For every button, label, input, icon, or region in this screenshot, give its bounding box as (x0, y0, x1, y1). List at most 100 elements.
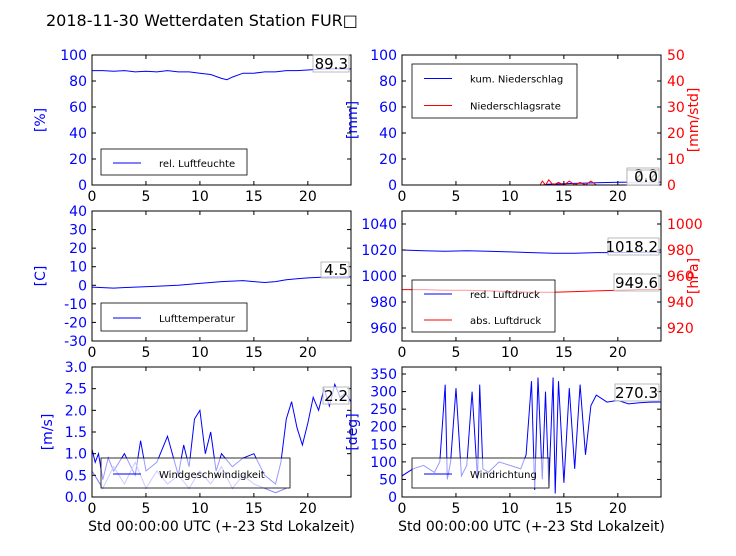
y-tick-label: 100 (60, 48, 87, 64)
value-box-label: 4.5 (324, 261, 348, 279)
y-right-tick-label: 50 (667, 48, 685, 64)
y-axis-label: [mm] (345, 101, 361, 139)
x-axis-label: Std 00:00:00 UTC (+-23 Std Lokalzeit) (88, 519, 355, 535)
y-tick-label: 40 (69, 204, 87, 220)
value-box (613, 273, 660, 292)
plot-frame (401, 366, 662, 498)
y-right-tick-label: 920 (667, 321, 694, 337)
x-tick-label: 15 (245, 189, 263, 205)
y-tick-label: 0 (78, 278, 87, 294)
chart-temperature: 0 5 10 15 20 -30 -20 -10 0 10 20 30 40 [C] Lufttempera… (33, 204, 352, 361)
y-right-axis-label: [hPa] (686, 258, 702, 294)
y-tick-label: -10 (64, 297, 87, 313)
page-title: 2018-11-30 Wetterdaten Station FUR□ (46, 11, 358, 30)
value-box (312, 54, 350, 73)
x-tick-label: 0 (398, 345, 407, 361)
x-tick-label: 15 (245, 345, 263, 361)
x-tick-label: 20 (299, 501, 317, 517)
legend-label: rel. Luftfeuchte (159, 159, 235, 170)
x-tick-label: 10 (501, 189, 519, 205)
y-right-tick-label: 20 (667, 126, 685, 142)
y-tick-label: 1.0 (65, 447, 87, 463)
legend-label: Windrichtung (470, 470, 537, 481)
y-axis-label: [C] (33, 266, 49, 287)
legend-label: Niederschlagsrate (470, 102, 561, 113)
legend-box (411, 457, 550, 489)
legend-label: red. Luftdruck (470, 290, 540, 301)
x-tick-label: 5 (141, 501, 150, 517)
chart-pressure: 0 5 10 15 20 960 980 1000 1020 1040 920 940 960 980 10… (361, 210, 703, 361)
y-tick-label: 300 (370, 385, 397, 401)
y-tick-label: 1.5 (65, 425, 87, 441)
y-axis-label: [%] (33, 108, 49, 132)
value-box (626, 169, 660, 186)
x-tick-label: 10 (191, 345, 209, 361)
legend-box (411, 279, 556, 333)
y-tick-label: 60 (379, 100, 397, 116)
x-tick-label: 0 (88, 501, 97, 517)
legend-label: kum. Niederschlag (470, 75, 563, 86)
plot-frame (401, 54, 662, 186)
y-tick-label: 1000 (361, 269, 397, 285)
y-tick-label: 0 (388, 490, 397, 506)
legend-label: abs. Luftdruck (470, 316, 541, 327)
legend: Windrichtung (411, 457, 550, 489)
x-tick-label: 15 (555, 345, 573, 361)
y-tick-label: 0 (388, 178, 397, 194)
y-tick-label: 3.0 (65, 360, 87, 376)
value-box-label: 270.3 (615, 384, 658, 402)
y-tick-label: 200 (370, 420, 397, 436)
value-box-label: 0.0 (634, 168, 658, 186)
x-tick-label: 10 (191, 501, 209, 517)
x-tick-label: 5 (141, 189, 150, 205)
x-tick-label: 5 (451, 345, 460, 361)
y-tick-label: 1040 (361, 217, 397, 233)
x-tick-label: 20 (299, 345, 317, 361)
legend-box (100, 302, 248, 332)
x-axis-label: Std 00:00:00 UTC (+-23 Std Lokalzeit) (398, 519, 665, 535)
y-tick-label: -30 (64, 334, 87, 350)
x-tick-label: 0 (398, 501, 407, 517)
x-tick-label: 15 (245, 501, 263, 517)
legend: kum. Niederschlag Niederschlagsrate (411, 63, 578, 119)
value-box-label: 1018.2 (606, 238, 659, 256)
value-box-label: 89.3 (315, 55, 348, 73)
x-tick-label: 20 (299, 189, 317, 205)
legend-box (100, 148, 248, 176)
value-box-label: 2.2 (324, 387, 348, 405)
x-tick-label: 5 (141, 345, 150, 361)
y-tick-label: 2.5 (65, 382, 87, 398)
x-tick-label: 0 (398, 189, 407, 205)
value-box-label: 949.6 (615, 274, 658, 292)
x-tick-label: 5 (451, 189, 460, 205)
y-tick-label: 350 (370, 367, 397, 383)
y-tick-label: 80 (69, 74, 87, 90)
y-tick-label: -20 (64, 315, 87, 331)
y-tick-label: 0.5 (65, 468, 87, 484)
y-tick-label: 2.0 (65, 403, 87, 419)
y-right-tick-label: 40 (667, 74, 685, 90)
legend-label: Windgeschwindigkeit (159, 470, 265, 481)
y-right-tick-label: 1000 (667, 217, 703, 233)
y-right-tick-label: 10 (667, 152, 685, 168)
y-tick-label: 50 (379, 472, 397, 488)
y-right-tick-label: 980 (667, 243, 694, 259)
y-tick-label: 960 (370, 321, 397, 337)
value-box (322, 386, 350, 405)
y-tick-label: 20 (69, 152, 87, 168)
value-box (320, 261, 350, 279)
x-tick-label: 20 (609, 501, 627, 517)
chart-humidity: 0 5 10 15 20 0 20 40 60 80 100 [%] rel. Luftfeuchte 8… (33, 48, 352, 205)
y-tick-label: 20 (379, 152, 397, 168)
chart-wind_speed: 0 5 10 15 20 0.0 0.5 1.0 1.5 2.0 2.5 3.0 [m/s] Std 00… (40, 360, 355, 535)
y-right-axis-label: [mm/std] (686, 88, 702, 153)
legend: red. Luftdruck abs. Luftdruck (411, 279, 556, 333)
x-tick-label: 10 (501, 345, 519, 361)
x-tick-label: 0 (88, 345, 97, 361)
plot-frame (91, 210, 352, 342)
y-tick-label: 30 (69, 223, 87, 239)
y-tick-label: 0 (78, 178, 87, 194)
chart-precipitation: 0 5 10 15 20 0 20 40 60 80 100 0 10 20 30 40 50 [mm] [mm/s… (345, 48, 702, 205)
legend: rel. Luftfeuchte (100, 148, 248, 176)
